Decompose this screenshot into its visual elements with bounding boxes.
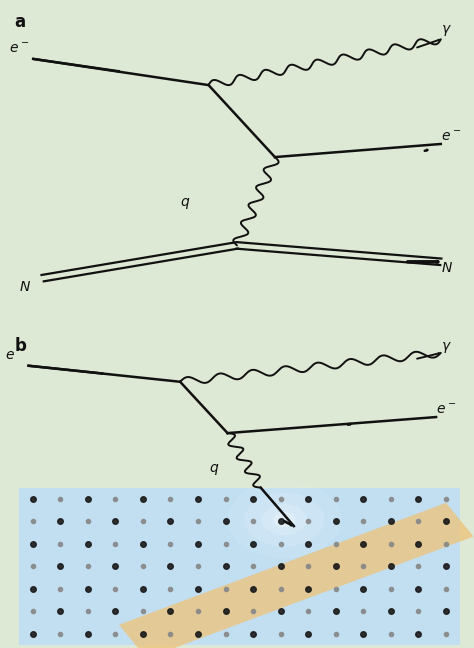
Circle shape bbox=[273, 512, 296, 527]
Circle shape bbox=[228, 481, 341, 558]
Text: $\mathbf{a}$: $\mathbf{a}$ bbox=[14, 13, 26, 31]
Text: $e^-$: $e^-$ bbox=[5, 349, 25, 362]
Text: $e^-$: $e^-$ bbox=[9, 41, 30, 55]
Text: $\gamma$: $\gamma$ bbox=[441, 340, 452, 354]
Text: $N$: $N$ bbox=[441, 260, 453, 275]
Text: $e^-$: $e^-$ bbox=[436, 403, 456, 417]
Text: $q$: $q$ bbox=[209, 461, 219, 476]
Circle shape bbox=[262, 504, 307, 535]
Text: $\mathbf{b}$: $\mathbf{b}$ bbox=[14, 337, 27, 355]
Text: $\gamma$: $\gamma$ bbox=[441, 23, 452, 38]
Text: $N$: $N$ bbox=[19, 280, 31, 294]
Text: $q$: $q$ bbox=[180, 196, 191, 211]
Bar bbox=[19, 488, 460, 645]
Polygon shape bbox=[119, 503, 474, 648]
Circle shape bbox=[245, 492, 324, 547]
Text: $e^-$: $e^-$ bbox=[441, 130, 461, 144]
